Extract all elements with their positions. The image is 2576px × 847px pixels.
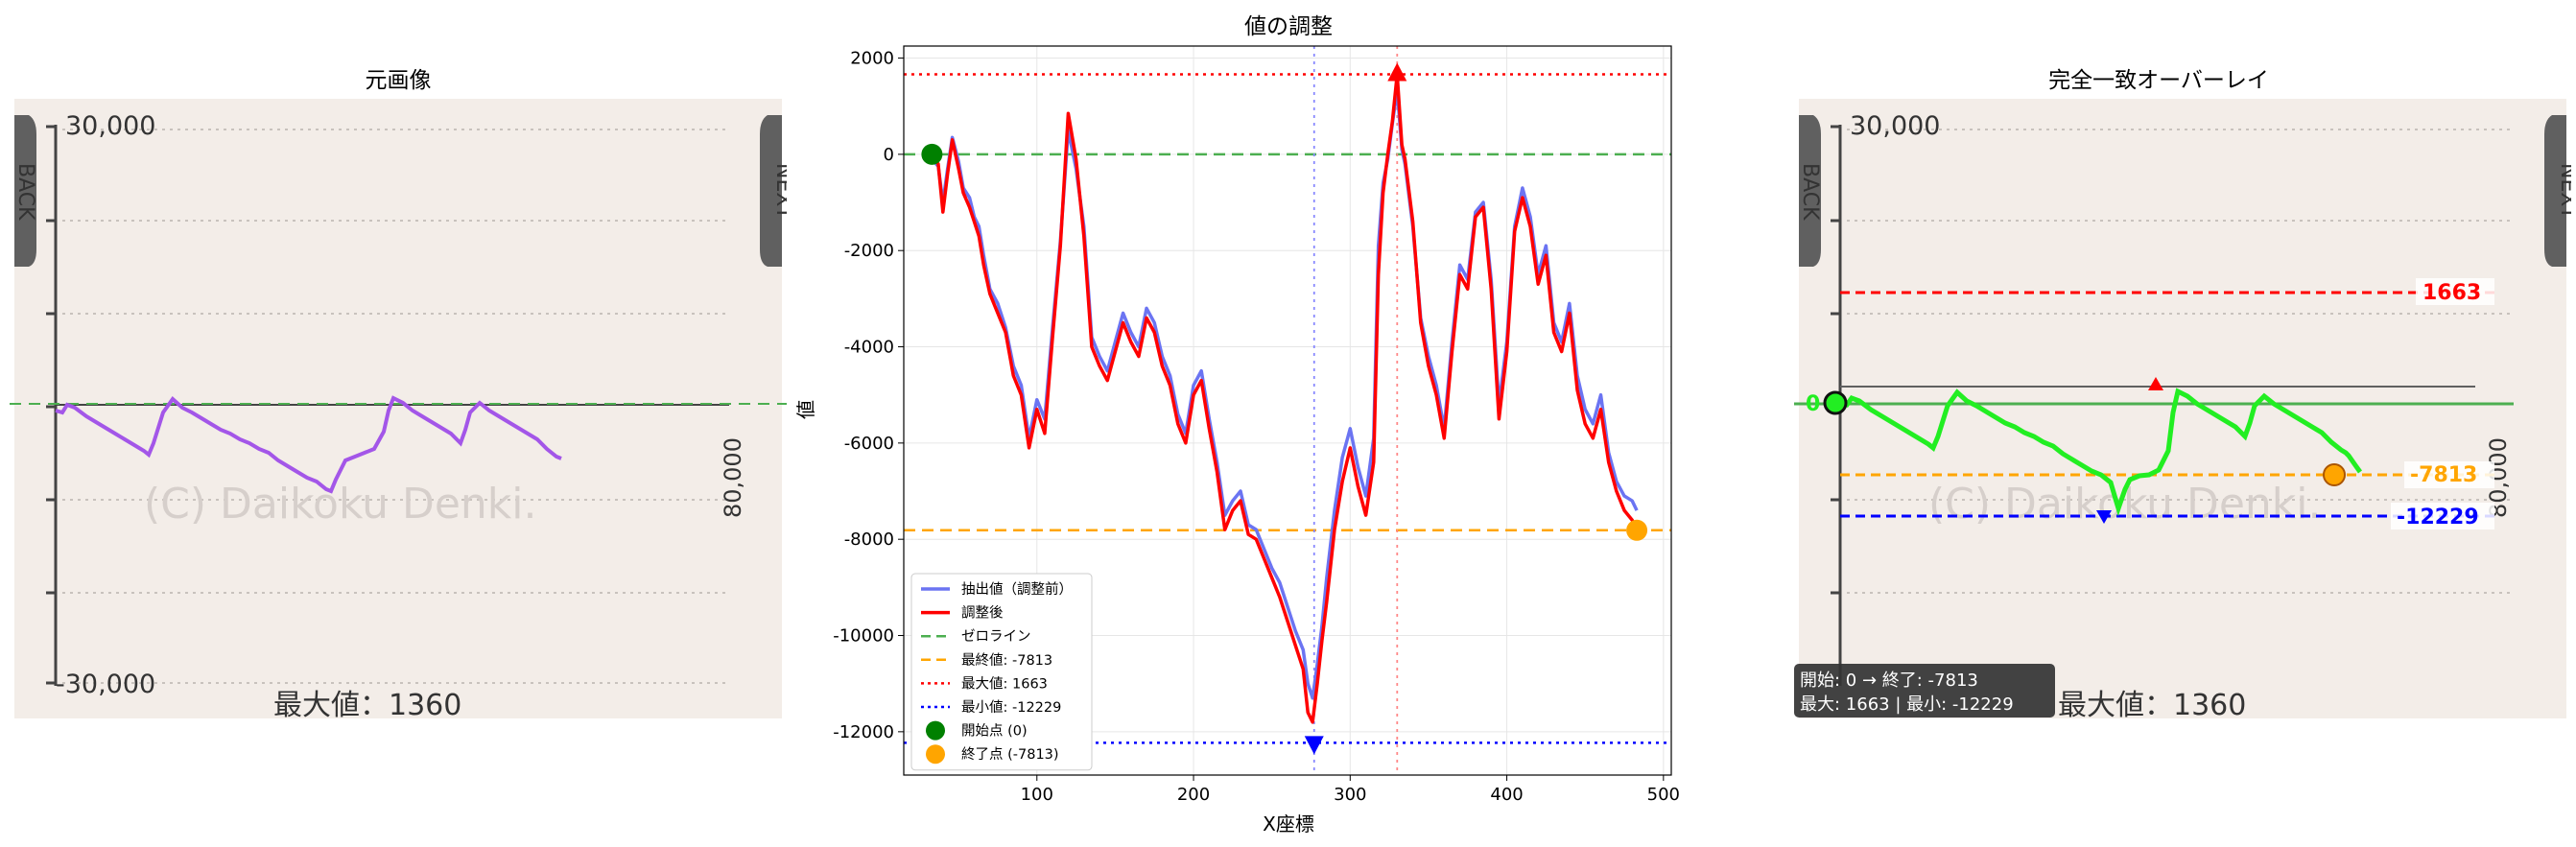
overlay-next-label: NEXT xyxy=(2556,163,2571,220)
x-tick-label: 200 xyxy=(1177,785,1210,805)
right-panel-title: 完全一致オーバーレイ xyxy=(2048,68,2269,93)
left-panel-title: 元画像 xyxy=(365,68,432,93)
overlay-zero-label: 0 xyxy=(1806,392,1820,416)
legend-swatch xyxy=(926,744,945,765)
overlay-info-line1: 開始: 0 → 終了: -7813 xyxy=(1800,671,1978,691)
overlay-green-line xyxy=(1839,388,2363,517)
legend-label: 最小値: -12229 xyxy=(961,699,1061,716)
overlay-caption: 最大値：1360 xyxy=(2058,689,2246,722)
adjustment-chart: 値の調整 100 200 300 400 500 2000 0 -2000 -4000 -6000… xyxy=(794,14,1680,835)
legend-label: 最終値: -7813 xyxy=(961,652,1052,669)
y-tick-label: -12000 xyxy=(833,722,894,742)
legend-label: 終了点 (-7813) xyxy=(961,746,1059,763)
marker-triangle-up xyxy=(1387,62,1407,82)
x-tick-label: 100 xyxy=(1021,785,1053,805)
original-image-panel: 30,000 -30,000 (C) Daikoku Denki. 最大値：13… xyxy=(10,99,787,722)
left-watermark: (C) Daikoku Denki. xyxy=(144,480,536,529)
legend-label: ゼロライン xyxy=(961,628,1031,645)
overlay-end-marker xyxy=(2323,463,2346,486)
legend-box xyxy=(910,573,1093,771)
legend-swatch xyxy=(926,720,945,741)
overlay-tick-top: 30,000 xyxy=(1850,111,1940,141)
overlay-info-box xyxy=(1794,664,2055,718)
chart-title: 値の調整 xyxy=(1244,14,1333,39)
legend-label: 抽出値（調整前） xyxy=(961,581,1073,598)
x-tick-label: 300 xyxy=(1334,785,1366,805)
overlay-max-label: 1663 xyxy=(2422,281,2481,305)
back-tab-icon xyxy=(14,115,36,267)
left-back-label: BACK xyxy=(13,163,37,221)
y-tick-label: 2000 xyxy=(850,49,894,69)
y-tick-label: -8000 xyxy=(844,529,894,550)
legend-label: 開始点 (0) xyxy=(961,723,1028,740)
original-graph-line xyxy=(55,395,562,494)
overlay-back-tab-icon xyxy=(1799,115,1821,267)
left-next-label: NEXT xyxy=(771,163,787,220)
series-line-1 xyxy=(930,72,1639,724)
y-tick-label: -4000 xyxy=(844,338,894,358)
y-tick-label: -10000 xyxy=(833,626,894,647)
chart-xlabel: X座標 xyxy=(1263,812,1314,835)
next-tab-icon xyxy=(760,115,782,267)
plot-frame xyxy=(903,45,1672,776)
left-tick-bottom: -30,000 xyxy=(56,670,155,699)
left-tick-top: 30,000 xyxy=(65,111,155,141)
overlay-back-label: BACK xyxy=(1798,163,1822,221)
overlay-start-marker xyxy=(1823,390,1848,415)
overlay-final-label: -7813 xyxy=(2410,463,2477,487)
overlay-max-marker xyxy=(2148,377,2163,390)
legend-label: 調整後 xyxy=(961,605,1004,622)
x-tick-label: 400 xyxy=(1490,785,1523,805)
overlay-min-label: -12229 xyxy=(2397,506,2479,529)
overlay-next-tab-icon xyxy=(2544,115,2566,267)
left-right-label: 80,000 xyxy=(720,437,746,518)
overlay-min-marker xyxy=(2096,510,2112,524)
marker-circle xyxy=(1626,519,1648,541)
y-tick-label: 0 xyxy=(884,145,894,165)
y-tick-label: -6000 xyxy=(844,434,894,454)
chart-ylabel: 値 xyxy=(794,400,817,419)
overlay-panel: (C) Daikoku Denki. 最大値：1360 30,000 80,00… xyxy=(1794,99,2571,722)
overlay-info-line2: 最大: 1663 | 最小: -12229 xyxy=(1800,694,2014,715)
legend-label: 最大値: 1663 xyxy=(961,675,1048,692)
left-caption: 最大値：1360 xyxy=(273,689,461,722)
marker-triangle-down xyxy=(1304,736,1324,755)
y-tick-label: -2000 xyxy=(844,241,894,261)
x-tick-label: 500 xyxy=(1647,785,1680,805)
marker-circle xyxy=(921,143,943,165)
